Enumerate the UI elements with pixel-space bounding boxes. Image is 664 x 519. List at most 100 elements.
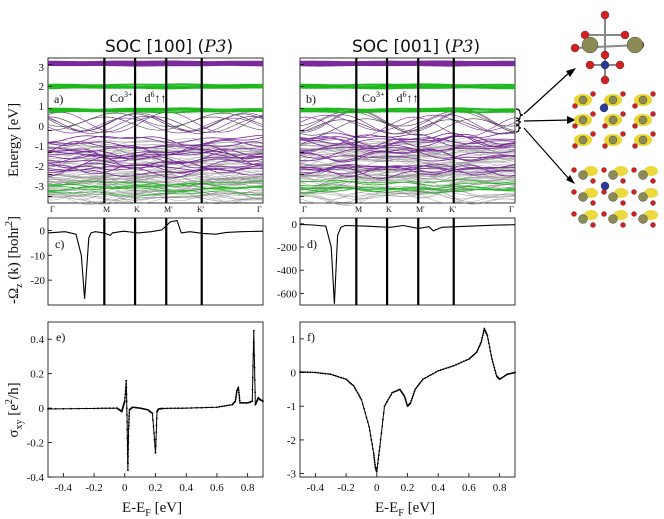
- sigma-data-point: [253, 342, 255, 344]
- band-line-crossing: [47, 116, 264, 131]
- crystal-atom-oxygen: [572, 143, 578, 149]
- sigma-data-point: [491, 358, 493, 360]
- sigma-data-point: [124, 393, 127, 396]
- band-line-green-2ev: [47, 86, 263, 90]
- band-line-purple: [47, 148, 264, 160]
- band-line-grey: [299, 148, 516, 156]
- crystal-atom-oxygen: [650, 111, 656, 117]
- crystal-atom-metal: [608, 115, 618, 125]
- crystal-atom-metal: [608, 170, 618, 180]
- crystal-atom-oxygen: [620, 91, 626, 97]
- band-line-grey: [47, 170, 264, 179]
- sigma-data-point: [329, 373, 332, 376]
- sigma-data-point: [358, 394, 360, 396]
- band-line-purple: [47, 165, 264, 179]
- band-line-grey: [47, 173, 264, 180]
- sigma-data-point: [62, 407, 65, 410]
- crystal-atom-oxygen: [620, 30, 630, 40]
- crystal-atom-oxygen: [620, 222, 626, 228]
- sigma-data-point: [234, 400, 237, 403]
- band-line-purple: [299, 143, 516, 153]
- sigma-data-point: [251, 388, 254, 391]
- sigma-data-point: [127, 448, 130, 451]
- sigma-data-point: [253, 354, 256, 357]
- sigma-ytick-label: -3: [287, 469, 297, 481]
- crystal-atom-oxygen: [602, 143, 608, 149]
- sigma-data-point: [476, 349, 479, 352]
- sigma-data-point: [514, 371, 516, 374]
- crystal-atom-metal: [638, 135, 648, 145]
- sigma-data-point: [368, 425, 370, 428]
- energy-tick-0: 0: [39, 121, 45, 133]
- sigma-data-point: [424, 377, 427, 379]
- sigma-data-point: [382, 418, 384, 421]
- berry-series-line: [47, 219, 264, 299]
- sigma-data-point: [500, 377, 502, 380]
- band-structure-b: [299, 58, 516, 206]
- sigma-data-point: [221, 405, 223, 408]
- sigma-data-point: [376, 466, 379, 469]
- band-line-purple: [299, 164, 516, 179]
- sigma-xtick-label: 0.4: [179, 482, 193, 494]
- sigma-data-point: [195, 406, 198, 409]
- berry-curve-c: 0 -10 -20: [30, 218, 264, 305]
- berry-ytick-label: -10: [30, 250, 45, 262]
- sigma-data-point: [240, 402, 243, 404]
- sigma-data-point: [412, 393, 415, 395]
- sigma-data-point: [492, 363, 495, 366]
- sigma-data-point: [126, 414, 128, 416]
- hs-mp-a: M': [164, 205, 173, 214]
- sigma-data-point: [238, 391, 240, 394]
- sigma-data-point: [370, 439, 373, 441]
- crystal-atom-oxygen: [650, 131, 656, 137]
- crystal-atom-metal: [638, 214, 648, 224]
- sigma-data-point: [501, 376, 504, 379]
- sigma-data-point: [411, 397, 413, 400]
- sigma-data-point: [480, 341, 483, 344]
- sigma-data-point: [309, 371, 312, 374]
- sigma-data-point: [155, 417, 158, 420]
- sigma-data-point: [481, 336, 484, 339]
- sigma-xtick-label: 0.2: [149, 482, 163, 494]
- sigma-data-point: [488, 342, 490, 345]
- sigma-data-point: [486, 334, 489, 337]
- crystal-atom-metal: [638, 192, 648, 202]
- sigma-data-point: [355, 389, 358, 392]
- sigma-data-point: [128, 412, 131, 414]
- crystal-atom-oxygen: [600, 10, 610, 20]
- sigma-data-point: [439, 369, 442, 371]
- hs-labels-a: Γ M K M' K' Γ: [50, 205, 262, 214]
- crystal-atom-oxygen: [631, 189, 637, 195]
- band-line-grey: [47, 195, 264, 201]
- sigma-data-point: [410, 399, 413, 402]
- sigma-data-point: [200, 406, 203, 409]
- sigma-ytick-label: -0.2: [27, 438, 44, 450]
- sigma-data-point: [77, 407, 80, 410]
- sigma-data-point: [85, 407, 88, 410]
- sigma-data-point: [363, 407, 365, 410]
- band-line-grey: [299, 192, 516, 204]
- crystal-isosurface: [584, 188, 598, 198]
- band-line-purple: [47, 166, 264, 171]
- sigma-data-point: [474, 352, 477, 355]
- band-line-grey: [47, 145, 264, 156]
- hs-gamma2-a: Γ: [257, 205, 262, 214]
- sigma-data-point: [253, 366, 256, 369]
- crystal-atom-oxygen: [571, 211, 577, 217]
- berry-axis-label: -Ωz (k) [bohr2]: [4, 216, 25, 304]
- sigma-data-point: [311, 371, 314, 374]
- sigma-data-point: [185, 407, 188, 409]
- crystal-atom-metal: [626, 36, 644, 54]
- sigma-data-point: [412, 395, 414, 397]
- band-line-purple: [299, 149, 516, 163]
- sigma-data-point: [405, 402, 408, 404]
- sigma-data-point: [376, 462, 379, 465]
- sigma-data-point: [241, 402, 244, 404]
- crystal-atom-metal: [578, 95, 588, 105]
- band-line-green-2ev: [299, 86, 516, 90]
- sigma-data-point: [235, 396, 237, 399]
- sigma-data-point: [125, 393, 128, 396]
- sigma-ytick-label: -0.4: [27, 472, 45, 484]
- sigma-data-point: [317, 371, 319, 374]
